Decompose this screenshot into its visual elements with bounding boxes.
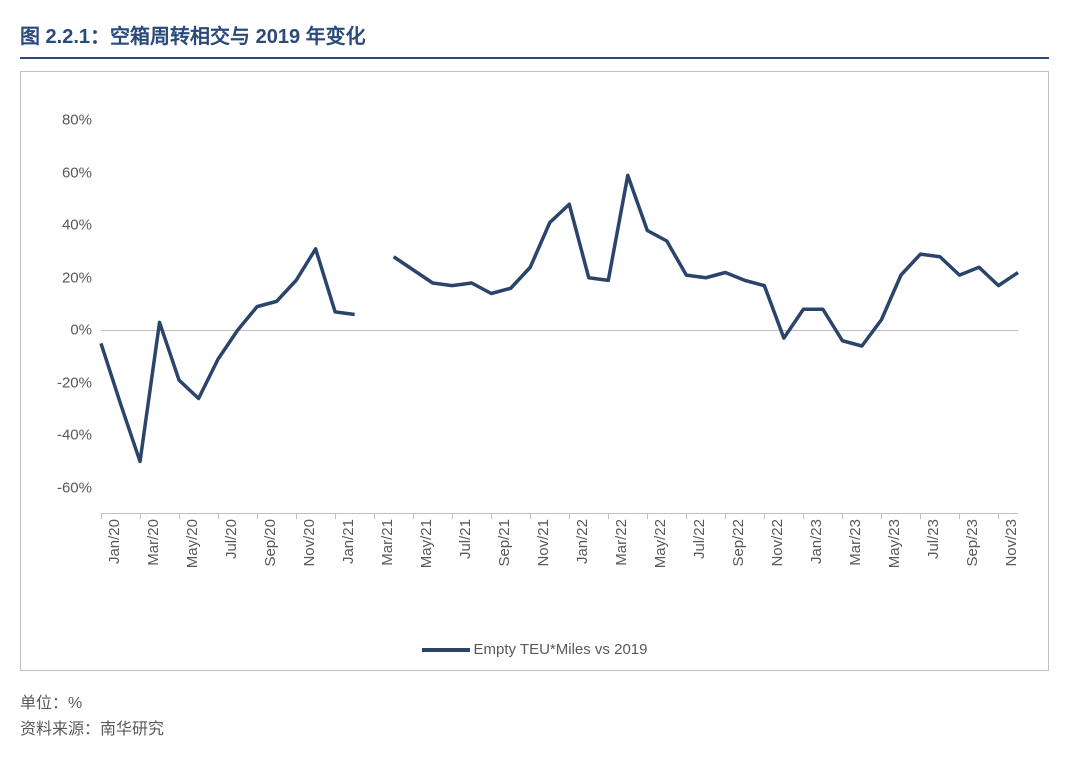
x-tick-mark: [842, 514, 843, 519]
y-tick-label: -60%: [57, 479, 92, 496]
data-line: [101, 249, 355, 462]
x-tick-label: May/22: [652, 519, 669, 568]
x-tick-label: Nov/21: [535, 519, 552, 567]
x-tick-label: May/21: [418, 519, 435, 568]
x-tick-label: Jan/21: [340, 519, 357, 564]
x-tick-label: Sep/21: [496, 519, 513, 567]
x-tick-mark: [686, 514, 687, 519]
x-tick-mark: [296, 514, 297, 519]
x-tick-mark: [140, 514, 141, 519]
y-axis: -60% -40% -20% 0% 20% 40% 60% 80%: [41, 94, 96, 514]
x-tick-label: May/23: [886, 519, 903, 568]
x-tick-mark: [101, 514, 102, 519]
x-tick-mark: [374, 514, 375, 519]
x-tick-label: Jan/23: [808, 519, 825, 564]
y-tick-label: 60%: [62, 164, 92, 181]
x-tick-label: Jan/20: [106, 519, 123, 564]
x-tick-label: Jul/23: [925, 519, 942, 559]
x-tick-label: Mar/21: [379, 519, 396, 566]
chart-title: 图 2.2.1：空箱周转相交与 2019 年变化: [20, 20, 1049, 59]
chart-container: -60% -40% -20% 0% 20% 40% 60% 80% Jan/20 Mar/20 M…: [20, 71, 1049, 671]
x-tick-mark: [179, 514, 180, 519]
x-tick-mark: [335, 514, 336, 519]
x-tick-label: Jul/21: [457, 519, 474, 559]
x-tick-mark: [803, 514, 804, 519]
chart-footer: 单位：% 资料来源：南华研究: [20, 691, 1049, 742]
legend: Empty TEU*Miles vs 2019: [21, 641, 1048, 658]
x-tick-label: Jul/20: [223, 519, 240, 559]
x-tick-label: Mar/23: [847, 519, 864, 566]
x-tick-mark: [569, 514, 570, 519]
x-tick-label: Sep/20: [262, 519, 279, 567]
y-tick-label: 40%: [62, 217, 92, 234]
y-tick-label: 0%: [70, 322, 92, 339]
x-tick-mark: [764, 514, 765, 519]
y-tick-label: 80%: [62, 112, 92, 129]
y-tick-label: -40%: [57, 427, 92, 444]
legend-swatch: [422, 648, 470, 652]
x-tick-label: Mar/20: [145, 519, 162, 566]
line-chart-svg: [101, 94, 1018, 514]
data-line: [394, 175, 1018, 346]
x-tick-label: Sep/22: [730, 519, 747, 567]
x-tick-label: May/20: [184, 519, 201, 568]
x-tick-mark: [218, 514, 219, 519]
x-tick-mark: [959, 514, 960, 519]
x-tick-label: Nov/23: [1003, 519, 1020, 567]
x-tick-mark: [608, 514, 609, 519]
x-tick-label: Mar/22: [613, 519, 630, 566]
x-tick-mark: [257, 514, 258, 519]
x-tick-label: Jan/22: [574, 519, 591, 564]
x-axis: Jan/20 Mar/20 May/20 Jul/20 Sep/20 Nov/20 Jan/…: [101, 519, 1018, 599]
x-tick-mark: [491, 514, 492, 519]
x-tick-mark: [920, 514, 921, 519]
x-tick-label: Nov/20: [301, 519, 318, 567]
x-tick-label: Jul/22: [691, 519, 708, 559]
x-tick-mark: [530, 514, 531, 519]
y-tick-label: 20%: [62, 269, 92, 286]
plot-area: -60%-40%-20%0%20%40%60%80% Jan/20Mar/20M…: [101, 94, 1018, 514]
unit-label: 单位：%: [20, 691, 1049, 717]
x-tick-label: Sep/23: [964, 519, 981, 567]
y-tick-label: -20%: [57, 374, 92, 391]
x-tick-mark: [647, 514, 648, 519]
x-tick-label: Nov/22: [769, 519, 786, 567]
legend-label: Empty TEU*Miles vs 2019: [474, 641, 648, 658]
x-tick-mark: [452, 514, 453, 519]
source-label: 资料来源：南华研究: [20, 717, 1049, 743]
x-tick-mark: [725, 514, 726, 519]
x-tick-mark: [413, 514, 414, 519]
x-tick-mark: [998, 514, 999, 519]
x-tick-mark: [881, 514, 882, 519]
